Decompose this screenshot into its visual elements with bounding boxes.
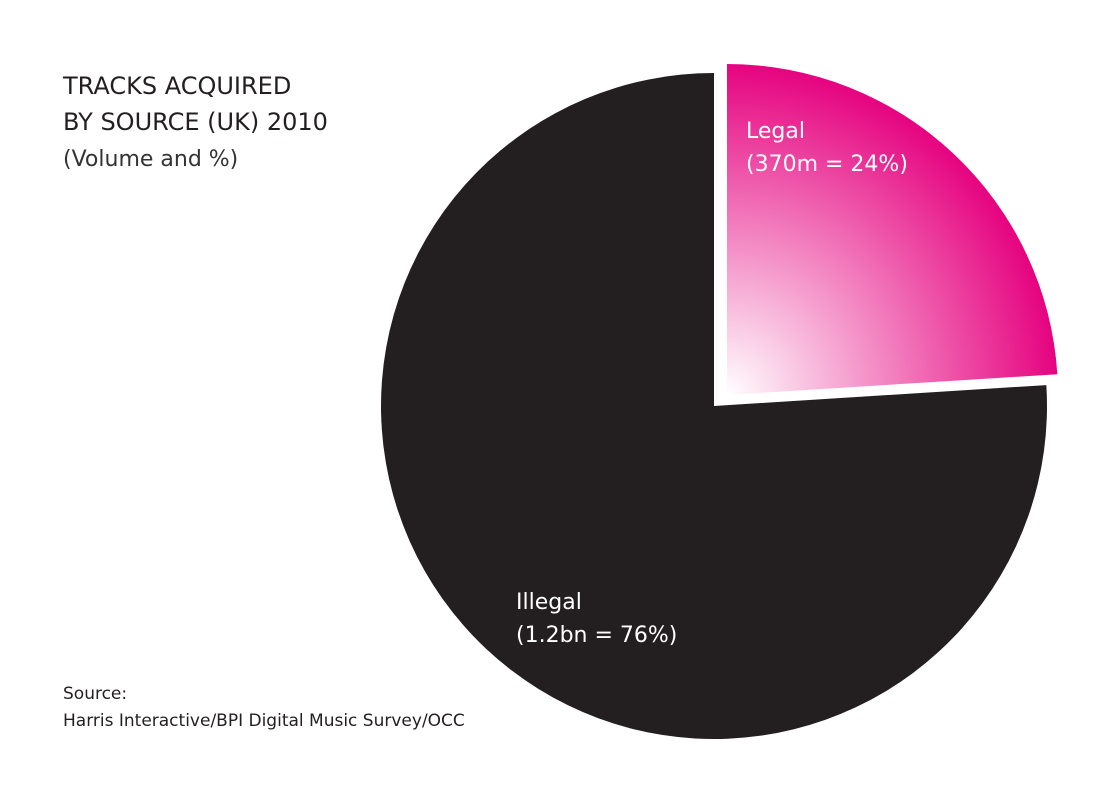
pie-slice xyxy=(727,64,1058,395)
slice-value-label: (370m = 24%) xyxy=(746,152,908,177)
source-label: Source: xyxy=(63,684,127,704)
pie xyxy=(380,64,1058,739)
pie-slice xyxy=(380,73,1047,739)
slice-value-label: (1.2bn = 76%) xyxy=(516,623,677,648)
slice-label: Legal xyxy=(746,119,805,144)
chart-title-line: TRACKS ACQUIRED xyxy=(62,72,291,100)
source: Harris Interactive/BPI Digital Music Sur… xyxy=(63,711,465,731)
pie-labels: Legal (370m = 24%) Illegal (1.2bn = 76%) xyxy=(516,119,908,648)
chart-subtitle: (Volume and %) xyxy=(63,147,238,172)
slice-label: Illegal xyxy=(516,590,582,615)
chart-title-line: BY SOURCE (UK) 2010 xyxy=(63,108,328,136)
